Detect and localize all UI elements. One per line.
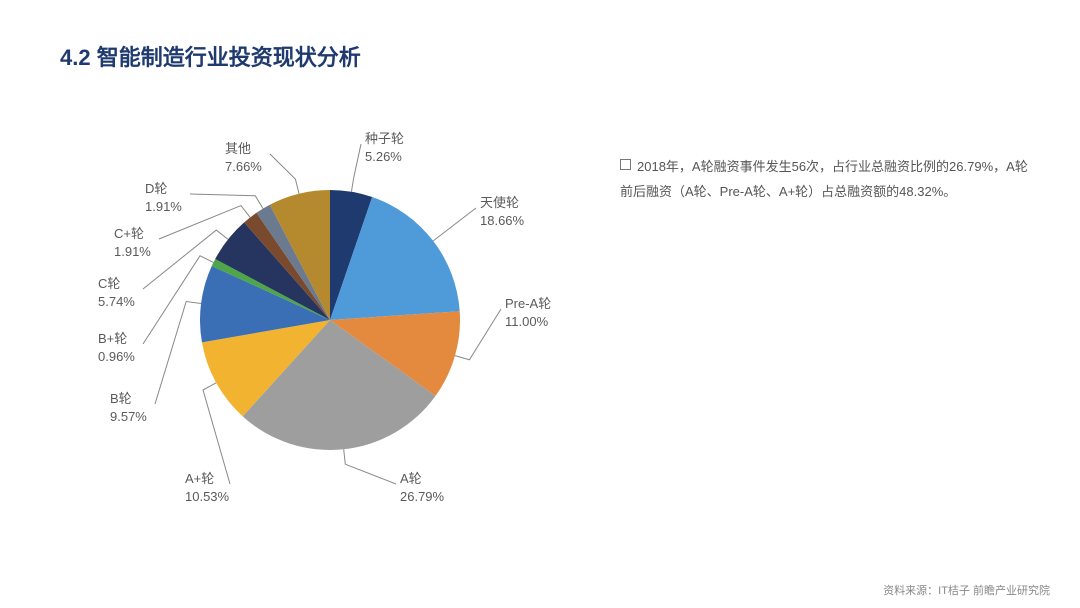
slice-label-Pre-A轮: Pre-A轮 11.00% <box>505 295 551 330</box>
slice-label-C轮: C轮 5.74% <box>98 275 135 310</box>
slice-label-text: 种子轮 <box>365 131 404 146</box>
slice-label-pct: 11.00% <box>505 313 551 331</box>
notes-text: 2018年，A轮融资事件发生56次，占行业总融资比例的26.79%，A轮前后融资… <box>620 159 1028 199</box>
slice-label-text: D轮 <box>145 181 167 196</box>
pie-svg <box>200 190 460 450</box>
slice-label-C+轮: C+轮 1.91% <box>114 225 151 260</box>
slice-label-pct: 26.79% <box>400 488 444 506</box>
data-source: 资料来源：IT桔子 前瞻产业研究院 <box>883 582 1050 598</box>
slice-label-pct: 10.53% <box>185 488 229 506</box>
slice-label-pct: 5.26% <box>365 148 404 166</box>
slice-label-pct: 18.66% <box>480 212 524 230</box>
slice-label-text: C+轮 <box>114 226 144 241</box>
slice-label-B+轮: B+轮 0.96% <box>98 330 135 365</box>
slice-label-其他: 其他 7.66% <box>225 140 262 175</box>
slice-label-text: B+轮 <box>98 331 127 346</box>
slice-label-pct: 7.66% <box>225 158 262 176</box>
slice-label-pct: 0.96% <box>98 348 135 366</box>
leader-line <box>455 309 501 360</box>
slice-label-A+轮: A+轮 10.53% <box>185 470 229 505</box>
bullet-icon <box>620 159 631 170</box>
slice-label-B轮: B轮 9.57% <box>110 390 147 425</box>
slice-label-text: B轮 <box>110 391 132 406</box>
slice-label-text: C轮 <box>98 276 120 291</box>
slice-label-天使轮: 天使轮 18.66% <box>480 194 524 229</box>
slice-label-pct: 1.91% <box>114 243 151 261</box>
slice-label-A轮: A轮 26.79% <box>400 470 444 505</box>
pie-chart: 种子轮 5.26% 天使轮 18.66% Pre-A轮 11.00% A轮 26.79% A+轮… <box>50 110 590 550</box>
leader-line <box>155 302 201 404</box>
slice-label-text: 天使轮 <box>480 195 519 210</box>
slice-label-text: A+轮 <box>185 471 214 486</box>
slice-label-pct: 1.91% <box>145 198 182 216</box>
chart-notes: 2018年，A轮融资事件发生56次，占行业总融资比例的26.79%，A轮前后融资… <box>620 155 1040 204</box>
slice-label-text: 其他 <box>225 141 251 156</box>
leader-line <box>270 154 299 194</box>
page-title: 4.2 智能制造行业投资现状分析 <box>60 40 361 72</box>
slice-label-种子轮: 种子轮 5.26% <box>365 130 404 165</box>
leader-line <box>344 449 396 484</box>
leader-line <box>351 144 361 192</box>
slice-label-pct: 9.57% <box>110 408 147 426</box>
slice-label-text: A轮 <box>400 471 422 486</box>
slice-label-D轮: D轮 1.91% <box>145 180 182 215</box>
slice-label-text: Pre-A轮 <box>505 296 551 311</box>
slice-label-pct: 5.74% <box>98 293 135 311</box>
